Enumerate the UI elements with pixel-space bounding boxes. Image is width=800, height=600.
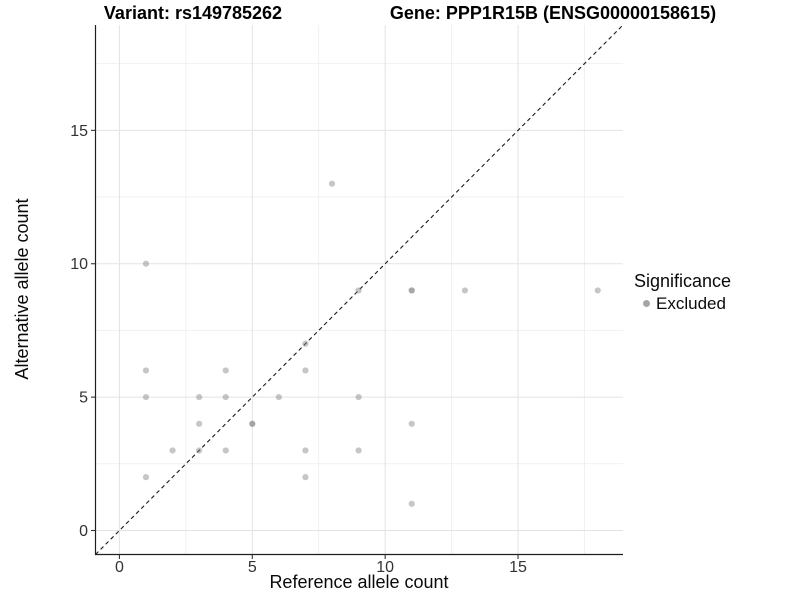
data-point — [408, 500, 415, 507]
x-tick-label: 10 — [376, 559, 394, 576]
y-tick-label: 0 — [79, 523, 88, 540]
data-point — [196, 447, 203, 454]
y-tick-label: 15 — [70, 123, 88, 140]
x-axis-title: Reference allele count — [269, 572, 449, 592]
legend-title: Significance — [634, 271, 732, 291]
data-point — [594, 287, 601, 294]
data-point — [328, 180, 336, 187]
legend: Significance Excluded — [634, 271, 800, 313]
data-point — [249, 420, 256, 427]
data-point — [196, 420, 203, 427]
data-point — [408, 287, 415, 294]
y-axis-title: Alternative allele count — [12, 198, 32, 380]
data-point — [222, 394, 229, 401]
legend-item-excluded: Excluded — [634, 294, 800, 313]
y-tick-label: 10 — [70, 256, 88, 273]
data-point — [302, 340, 309, 347]
data-point — [142, 367, 150, 374]
data-point — [275, 394, 282, 401]
x-tick-label: 0 — [115, 559, 124, 576]
data-point — [355, 394, 362, 401]
data-point — [408, 420, 415, 427]
data-point — [302, 474, 309, 481]
data-point — [142, 394, 150, 401]
data-point — [355, 447, 362, 454]
data-point — [142, 474, 150, 481]
legend-item-label: Excluded — [656, 294, 726, 313]
data-point — [169, 447, 176, 454]
plot-title-gene: Gene: PPP1R15B (ENSG00000158615) — [389, 3, 717, 23]
data-point — [302, 367, 309, 374]
y-tick-label: 5 — [79, 390, 88, 407]
data-point — [196, 394, 203, 401]
plot-title-variant: Variant: rs149785262 — [103, 3, 283, 23]
data-point — [408, 287, 415, 294]
legend-point-icon — [643, 300, 650, 307]
data-point — [222, 447, 229, 454]
data-point — [142, 260, 150, 267]
identity-line — [95, 24, 624, 555]
data-point — [302, 447, 309, 454]
x-tick-label: 5 — [248, 559, 257, 576]
data-point — [461, 287, 468, 294]
data-point — [355, 287, 362, 294]
data-point — [249, 420, 256, 427]
data-point — [222, 367, 229, 374]
x-tick-label: 15 — [509, 559, 527, 576]
